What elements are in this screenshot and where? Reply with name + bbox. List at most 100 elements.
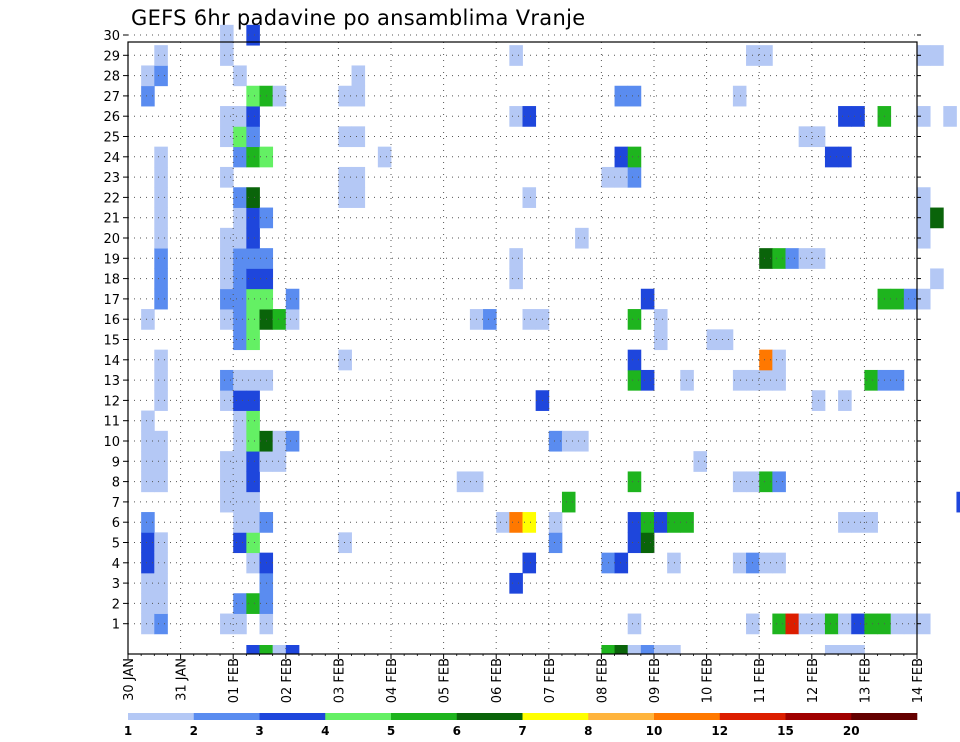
data-cell — [246, 85, 260, 107]
data-cell — [154, 45, 168, 66]
data-cell — [338, 166, 352, 188]
y-tick-label: 12 — [103, 394, 120, 409]
data-cell — [654, 329, 668, 351]
data-cell — [220, 248, 234, 269]
data-cell — [220, 288, 234, 310]
data-cell — [246, 430, 260, 452]
data-cell — [522, 309, 537, 330]
legend-label: 12 — [711, 724, 728, 738]
data-cell — [903, 288, 918, 310]
data-cell — [719, 329, 734, 351]
data-cell — [285, 645, 300, 654]
data-cell — [654, 645, 668, 654]
data-cell — [864, 369, 878, 391]
data-cell — [154, 349, 168, 371]
data-cell — [851, 106, 865, 127]
data-cell — [377, 146, 392, 168]
y-tick-label: 4 — [112, 557, 120, 572]
y-tick-label: 30 — [103, 29, 120, 44]
data-cell — [483, 309, 497, 330]
data-cell — [154, 613, 168, 635]
x-tick-label: 10 FEB — [701, 658, 716, 703]
data-cell — [627, 471, 642, 493]
data-cell — [693, 451, 707, 472]
data-cell — [509, 512, 523, 533]
data-cell — [785, 248, 800, 269]
data-cell — [246, 126, 260, 148]
data-cell — [956, 491, 960, 513]
data-cell — [772, 369, 786, 391]
data-cell — [667, 645, 681, 654]
data-cell — [233, 451, 247, 472]
data-cell — [838, 146, 852, 168]
data-cell — [154, 532, 168, 554]
data-cell — [548, 532, 563, 554]
data-cell — [351, 65, 366, 87]
legend-label: 10 — [646, 724, 663, 738]
data-cell — [220, 613, 234, 635]
y-tick-label: 19 — [103, 252, 120, 267]
data-cell — [272, 85, 287, 107]
data-cell — [233, 369, 247, 391]
legend-label: 3 — [255, 724, 263, 738]
data-cell — [246, 471, 260, 493]
y-tick-label: 3 — [112, 577, 120, 592]
legend-label: 2 — [190, 724, 198, 738]
y-tick-label: 5 — [112, 537, 120, 552]
legend-swatch — [193, 713, 260, 720]
data-cell — [627, 613, 642, 635]
data-cell — [246, 227, 260, 249]
data-cell — [509, 572, 523, 594]
data-cell — [246, 329, 260, 351]
legend-label: 4 — [321, 724, 329, 738]
data-cell — [772, 613, 786, 635]
data-cell — [864, 613, 878, 635]
data-cell — [141, 471, 155, 493]
legend-swatch — [325, 713, 392, 720]
x-tick-label: 14 FEB — [911, 658, 926, 703]
y-tick-label: 26 — [103, 110, 120, 125]
data-cell — [627, 85, 642, 107]
data-cell — [154, 390, 168, 411]
y-tick-label: 15 — [103, 334, 120, 349]
data-cell — [154, 227, 168, 249]
legend-label: 8 — [584, 724, 592, 738]
legend-swatch — [456, 713, 523, 720]
data-cell — [838, 390, 852, 411]
data-cell — [141, 532, 155, 554]
data-cell — [838, 512, 852, 533]
x-tick-label: 31 JAN — [175, 658, 190, 701]
data-cell — [246, 552, 260, 574]
legend-label: 6 — [453, 724, 461, 738]
data-cell — [220, 126, 234, 148]
data-cell — [522, 512, 537, 533]
data-cell — [759, 248, 773, 269]
data-cell — [154, 288, 168, 310]
data-cell — [233, 268, 247, 290]
data-cell — [575, 227, 589, 249]
data-cell — [220, 106, 234, 127]
data-cell — [890, 613, 905, 635]
x-tick-label: 01 FEB — [227, 658, 242, 703]
data-cell — [680, 512, 694, 533]
x-tick-label: 02 FEB — [280, 658, 295, 703]
data-cell — [272, 451, 287, 472]
y-tick-label: 21 — [103, 212, 120, 227]
legend-swatch — [588, 713, 655, 720]
legend-swatch — [719, 713, 786, 720]
chart-title: GEFS 6hr padavine po ansamblima Vranje — [131, 6, 586, 30]
data-cell — [824, 645, 839, 654]
data-cell — [732, 552, 747, 574]
data-cell — [220, 309, 234, 330]
y-tick-label: 7 — [112, 496, 120, 511]
data-cell — [654, 309, 668, 330]
data-cell — [233, 329, 247, 351]
data-cell — [233, 471, 247, 493]
data-cell — [917, 227, 931, 249]
data-cell — [614, 166, 629, 188]
legend-swatch — [851, 713, 918, 720]
data-cell — [246, 512, 260, 533]
data-cell — [930, 207, 944, 229]
data-cell — [864, 512, 878, 533]
data-cell — [285, 309, 300, 330]
